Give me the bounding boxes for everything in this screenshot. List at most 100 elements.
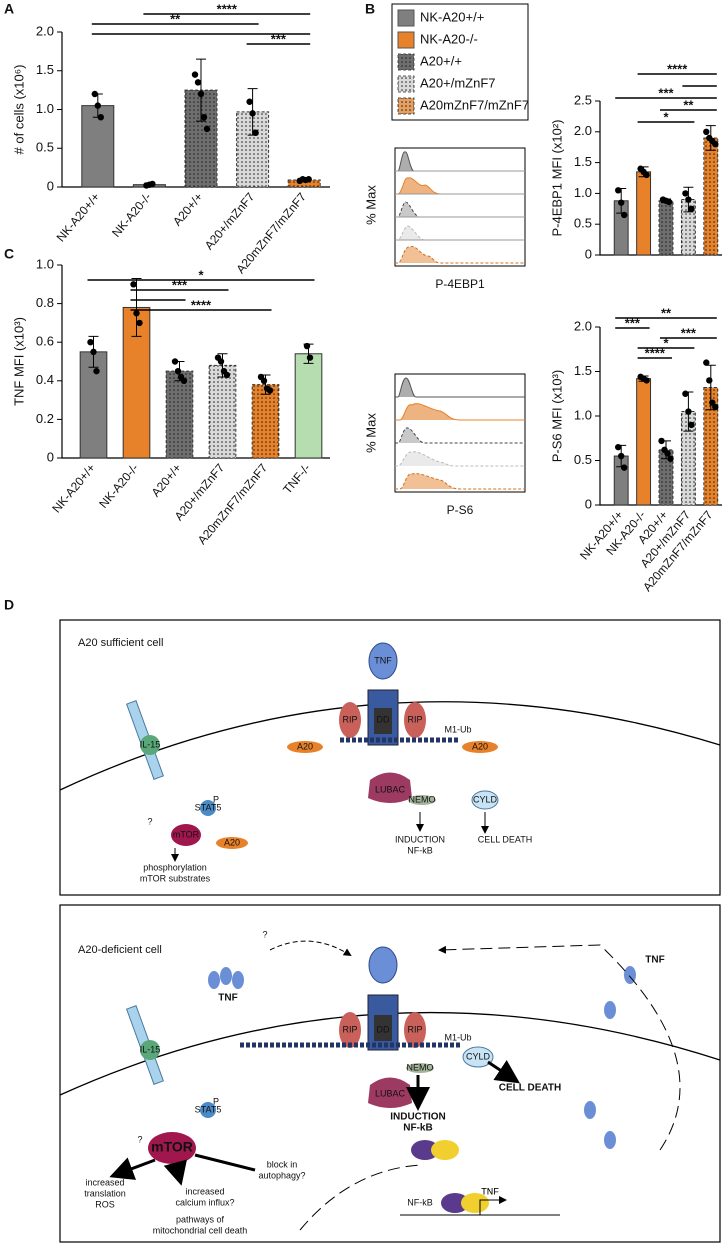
- significance-label: ****: [667, 61, 688, 76]
- data-point: [94, 102, 102, 109]
- diagram-label: RIP: [342, 714, 357, 724]
- diagram-label: DD: [377, 1024, 390, 1034]
- y-tick-label: 0.5: [574, 216, 592, 231]
- y-label: P-4EBP1 MFI (x10²): [549, 119, 564, 236]
- y-tick-label: 0: [585, 246, 592, 261]
- data-point: [260, 377, 268, 384]
- diagram-label: RIP: [407, 1024, 422, 1034]
- data-point: [136, 319, 143, 327]
- data-point: [249, 110, 256, 117]
- data-point: [223, 371, 231, 379]
- significance-label: *: [663, 335, 669, 350]
- diagram-label: TNF: [481, 1186, 499, 1196]
- bar: [636, 171, 652, 256]
- y-tick-label: 0.5: [36, 140, 54, 155]
- y-tick-label: 2.5: [574, 92, 592, 107]
- diagram: A20 sufficient cell A20-deficient cell T…: [59, 619, 721, 1243]
- data-point: [87, 339, 94, 346]
- y-tick-label: 0.5: [574, 452, 592, 467]
- significance-label: ***: [625, 315, 641, 330]
- significance-label: **: [661, 305, 672, 320]
- diagram-label: STAT5: [195, 1104, 222, 1114]
- data-point: [643, 377, 650, 384]
- error-bar: [196, 58, 206, 122]
- histogram: % Max P-S6: [363, 373, 526, 517]
- data-point: [665, 198, 673, 206]
- box-title: A20 sufficient cell: [78, 637, 163, 649]
- data-point: [618, 199, 625, 206]
- diagram-label: ?: [262, 929, 267, 939]
- data-point: [658, 437, 665, 445]
- legend-pattern: [398, 54, 414, 70]
- bar-pattern: [288, 180, 321, 187]
- diagram-label: DD: [377, 714, 390, 724]
- diagram-label: NF-kB: [407, 845, 433, 855]
- y-label: TNF MFI (x10³): [11, 317, 26, 406]
- diagram-label: IL-15: [140, 739, 161, 749]
- data-point: [149, 180, 156, 188]
- diagram-label: mitochondrial cell death: [153, 1225, 248, 1235]
- y-label: # of cells (x10⁶): [11, 65, 26, 155]
- data-point: [303, 342, 311, 350]
- panel-label: D: [4, 597, 14, 613]
- legend-label: A20+/+: [420, 53, 462, 68]
- diagram-label: A20: [224, 837, 240, 847]
- diagram-label: NF-kB: [407, 1197, 433, 1207]
- significance-label: ***: [681, 325, 697, 340]
- data-point: [615, 443, 622, 451]
- legend-label: A20+/mZnF7: [420, 75, 496, 90]
- bar-pattern: [166, 371, 193, 458]
- significance-label: ****: [191, 297, 212, 312]
- diagram-label: INDUCTION: [390, 1112, 446, 1123]
- y-tick-label: 1.0: [574, 185, 592, 200]
- y-tick-label: 1.5: [574, 154, 592, 169]
- data-point: [91, 90, 99, 98]
- x-tick-label: TNF-/-: [280, 461, 313, 497]
- data-point: [621, 464, 628, 471]
- legend-label: NK-A20-/-: [420, 31, 478, 46]
- data-point: [200, 114, 208, 121]
- data-point: [130, 281, 137, 288]
- significance-label: ***: [172, 277, 188, 292]
- y-label: % Max: [363, 185, 378, 225]
- panel-label: C: [4, 246, 14, 262]
- diagram-label: increased: [85, 1177, 124, 1187]
- diagram-label: ROS: [95, 1199, 115, 1209]
- x-tick-label: NK-A20+/+: [54, 190, 103, 244]
- data-point: [197, 90, 205, 98]
- diagram-label: CYLD: [473, 794, 498, 804]
- diagram-label: ?: [137, 1134, 142, 1144]
- data-point: [174, 367, 182, 375]
- diagram-label: P: [213, 794, 219, 804]
- x-tick-label: NK-A20-/-: [109, 190, 154, 240]
- significance-label: ***: [271, 31, 287, 46]
- diagram-label: autophagy?: [258, 1170, 305, 1180]
- diagram-label: NEMO: [409, 794, 436, 804]
- diagram-label: IL-15: [140, 1044, 161, 1054]
- y-tick-label: 0: [585, 496, 592, 511]
- bar-pattern: [209, 365, 236, 458]
- data-point: [191, 71, 199, 78]
- diagram-label: LUBAC: [375, 1088, 406, 1098]
- diagram-label: phosphorylation: [143, 862, 207, 872]
- y-tick-label: 2.0: [36, 23, 54, 38]
- y-tick-label: 1.0: [36, 256, 54, 271]
- legend-swatch: [397, 31, 415, 49]
- diagram-label: INDUCTION: [395, 834, 445, 844]
- diagram-label: mTOR: [173, 829, 200, 839]
- data-point: [712, 140, 719, 148]
- x-tick-label: A20+/+: [170, 190, 206, 229]
- data-point: [266, 387, 274, 394]
- significance-label: **: [170, 11, 181, 26]
- significance-label: **: [683, 97, 694, 112]
- diagram-label: NEMO: [407, 1062, 434, 1072]
- y-tick-label: 0: [47, 178, 54, 193]
- error-bar: [131, 278, 142, 337]
- significance-label: *: [198, 267, 204, 282]
- data-point: [615, 187, 622, 194]
- y-label: % Max: [363, 413, 378, 453]
- data-point: [621, 211, 628, 219]
- data-point: [133, 310, 140, 317]
- legend-label: A20mZnF7/mZnF7: [420, 97, 529, 112]
